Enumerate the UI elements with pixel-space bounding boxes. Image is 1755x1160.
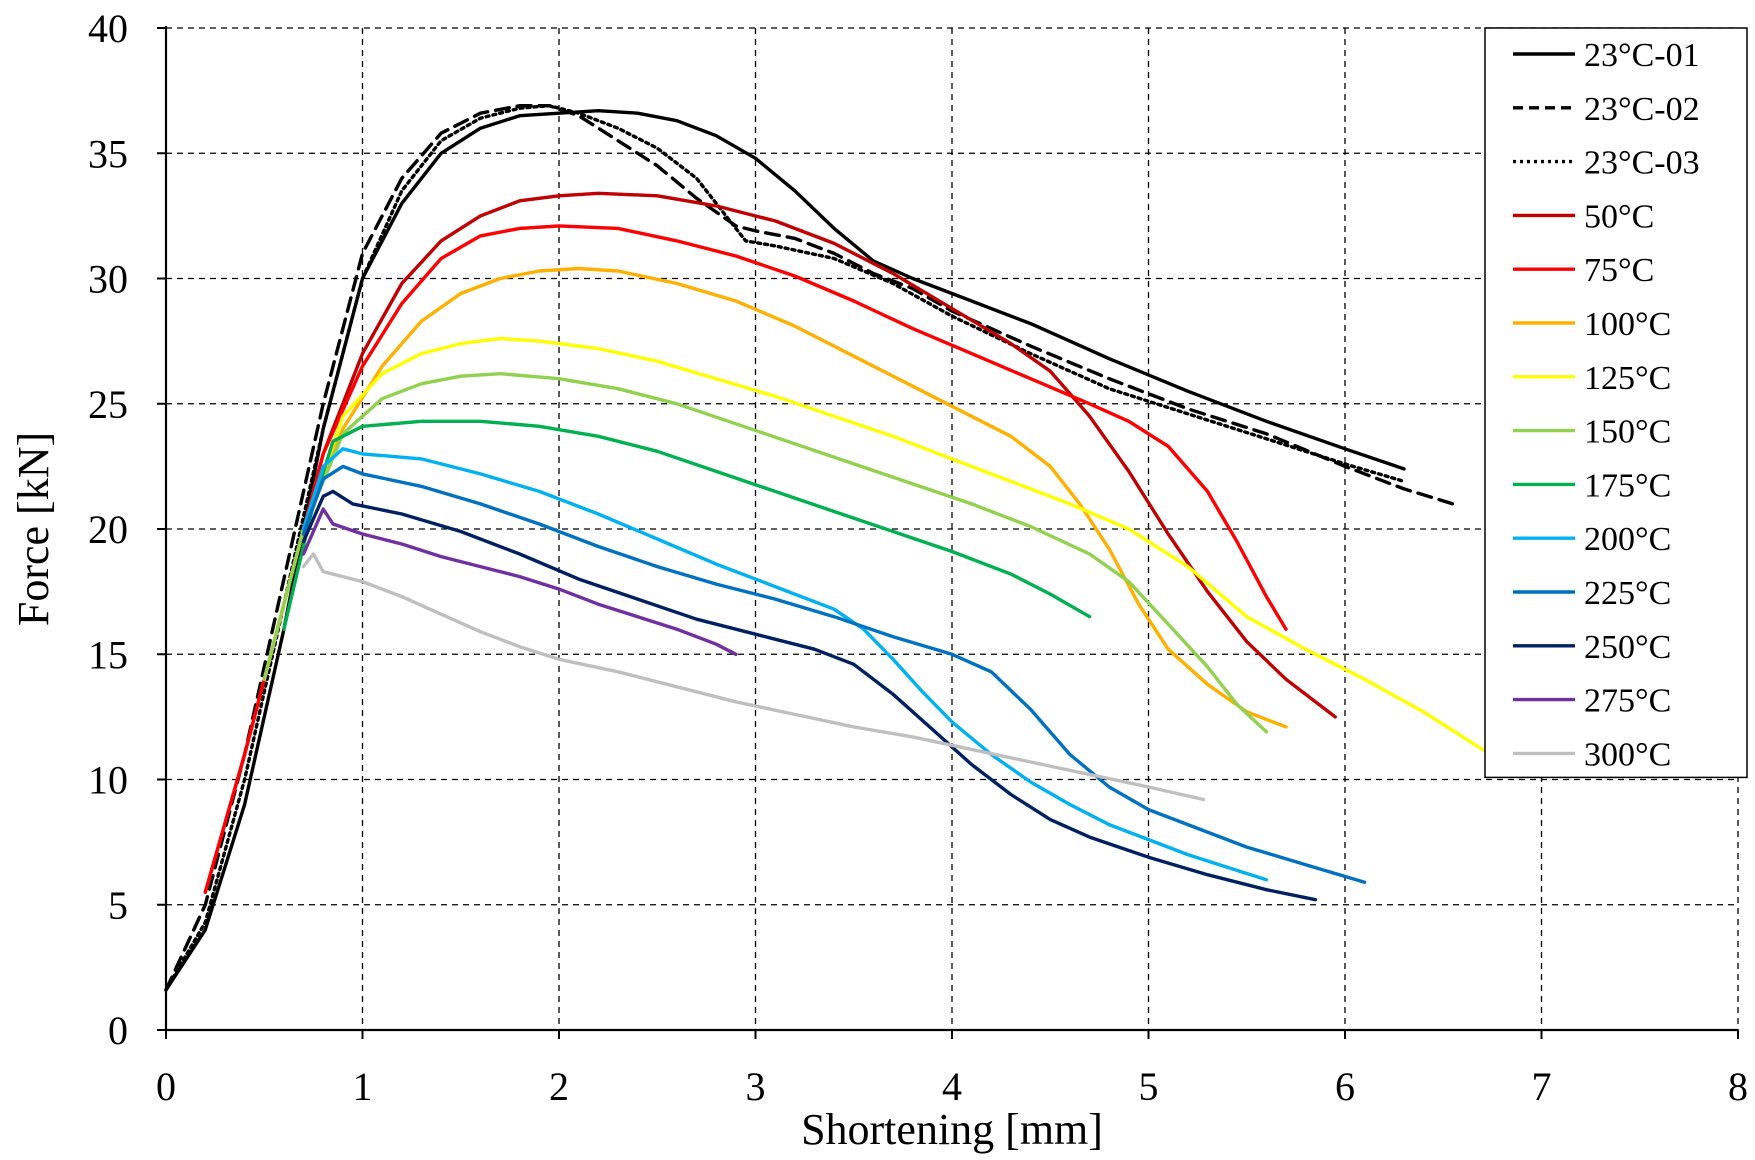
series-line-250c [301, 489, 1318, 902]
legend: 23°C-01 23°C-02 23°C-03 50°C 75°C 100°C 125°C 1… [1484, 27, 1748, 779]
y-axis-title: Force [kN] [9, 432, 58, 626]
legend-label-23c-03: 23°C-03 [1584, 145, 1700, 182]
series-line-200c [301, 447, 1269, 882]
series-line-100c [262, 266, 1288, 729]
legend-label-175c: 175°C [1584, 467, 1671, 504]
series-lines [164, 103, 1534, 992]
legend-entry-23c-03: 23°C-03 [1513, 145, 1700, 182]
legend-entry-150c: 150°C [1513, 414, 1671, 451]
series-line-23c-01 [164, 108, 1406, 992]
series-line-23c-02 [164, 103, 1455, 992]
legend-entry-200c: 200°C [1513, 521, 1671, 558]
x-axis-title: Shortening [mm] [801, 1105, 1103, 1154]
y-tick-label-40: 40 [88, 6, 128, 51]
y-tick-label-15: 15 [88, 632, 128, 677]
x-tick-label-6: 6 [1335, 1064, 1355, 1109]
legend-label-250c: 250°C [1584, 629, 1671, 666]
legend-label-200c: 200°C [1584, 521, 1671, 558]
legend-label-150c: 150°C [1584, 414, 1671, 451]
legend-entry-175c: 175°C [1513, 467, 1671, 504]
y-tick-label-10: 10 [88, 758, 128, 803]
legend-entry-250c: 250°C [1513, 629, 1671, 666]
y-tick-label-30: 30 [88, 257, 128, 302]
legend-label-75c: 75°C [1584, 252, 1654, 289]
x-tick-label-3: 3 [746, 1064, 766, 1109]
legend-label-50c: 50°C [1584, 198, 1654, 235]
x-tick-label-8: 8 [1728, 1064, 1748, 1109]
x-tick-label-0: 0 [156, 1064, 176, 1109]
legend-label-23c-02: 23°C-02 [1584, 91, 1700, 128]
y-tick-label-25: 25 [88, 382, 128, 427]
legend-entry-225c: 225°C [1513, 575, 1671, 612]
series-line-150c [262, 372, 1269, 734]
series-line-300c [301, 552, 1206, 802]
x-tick-label-2: 2 [549, 1064, 569, 1109]
legend-entry-100c: 100°C [1513, 306, 1671, 343]
legend-box [1484, 27, 1748, 779]
series-line-23c-03 [164, 103, 1406, 992]
legend-label-23c-01: 23°C-01 [1584, 37, 1700, 74]
legend-entry-23c-01: 23°C-01 [1513, 37, 1700, 74]
legend-label-100c: 100°C [1584, 306, 1671, 343]
series-line-275c [301, 507, 738, 656]
legend-label-225c: 225°C [1584, 575, 1671, 612]
series-line-75c [203, 224, 1288, 894]
x-tick-label-4: 4 [942, 1064, 962, 1109]
y-tick-label-35: 35 [88, 131, 128, 176]
series-line-50c [203, 191, 1337, 894]
series-line-225c [301, 464, 1367, 884]
y-tick-label-5: 5 [108, 883, 128, 928]
legend-entry-23c-02: 23°C-02 [1513, 91, 1700, 128]
legend-label-275c: 275°C [1584, 683, 1671, 720]
axes: 0 1 2 3 4 5 6 7 8 0 5 10 15 20 25 30 35 40 [88, 6, 1748, 1109]
y-tick-label-0: 0 [108, 1008, 128, 1053]
legend-label-125c: 125°C [1584, 360, 1671, 397]
legend-entry-125c: 125°C [1513, 360, 1671, 397]
legend-entry-75c: 75°C [1513, 252, 1654, 289]
series-line-175c [282, 419, 1092, 631]
y-tick-label-20: 20 [88, 507, 128, 552]
legend-entry-50c: 50°C [1513, 198, 1654, 235]
x-tick-label-5: 5 [1139, 1064, 1159, 1109]
x-tick-label-7: 7 [1532, 1064, 1552, 1109]
legend-entry-275c: 275°C [1513, 683, 1671, 720]
legend-label-300c: 300°C [1584, 736, 1671, 773]
legend-entry-300c: 300°C [1513, 736, 1671, 773]
series-line-125c [262, 336, 1534, 774]
x-tick-label-1: 1 [353, 1064, 373, 1109]
